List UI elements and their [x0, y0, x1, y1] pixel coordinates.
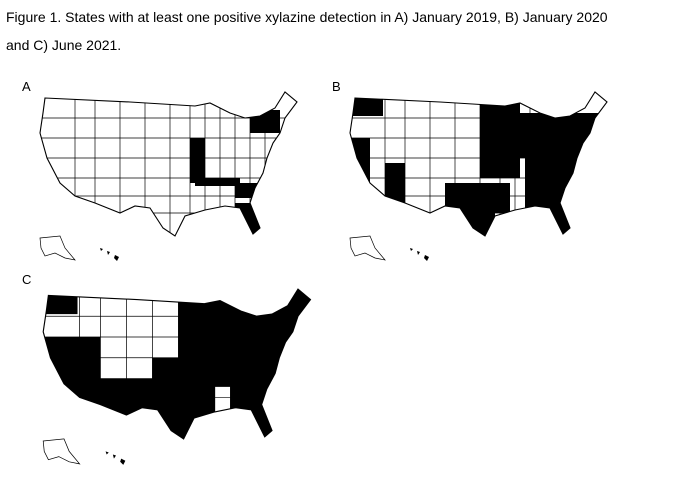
panel-label: C [22, 272, 31, 287]
caption-line: and C) June 2021. [6, 37, 121, 53]
map-c [42, 288, 312, 466]
map-b [349, 91, 608, 262]
panel-label: A [22, 79, 31, 94]
panel-label: B [332, 79, 341, 94]
map-a [39, 91, 298, 262]
caption-line: Figure 1. States with at least one posit… [6, 9, 608, 25]
